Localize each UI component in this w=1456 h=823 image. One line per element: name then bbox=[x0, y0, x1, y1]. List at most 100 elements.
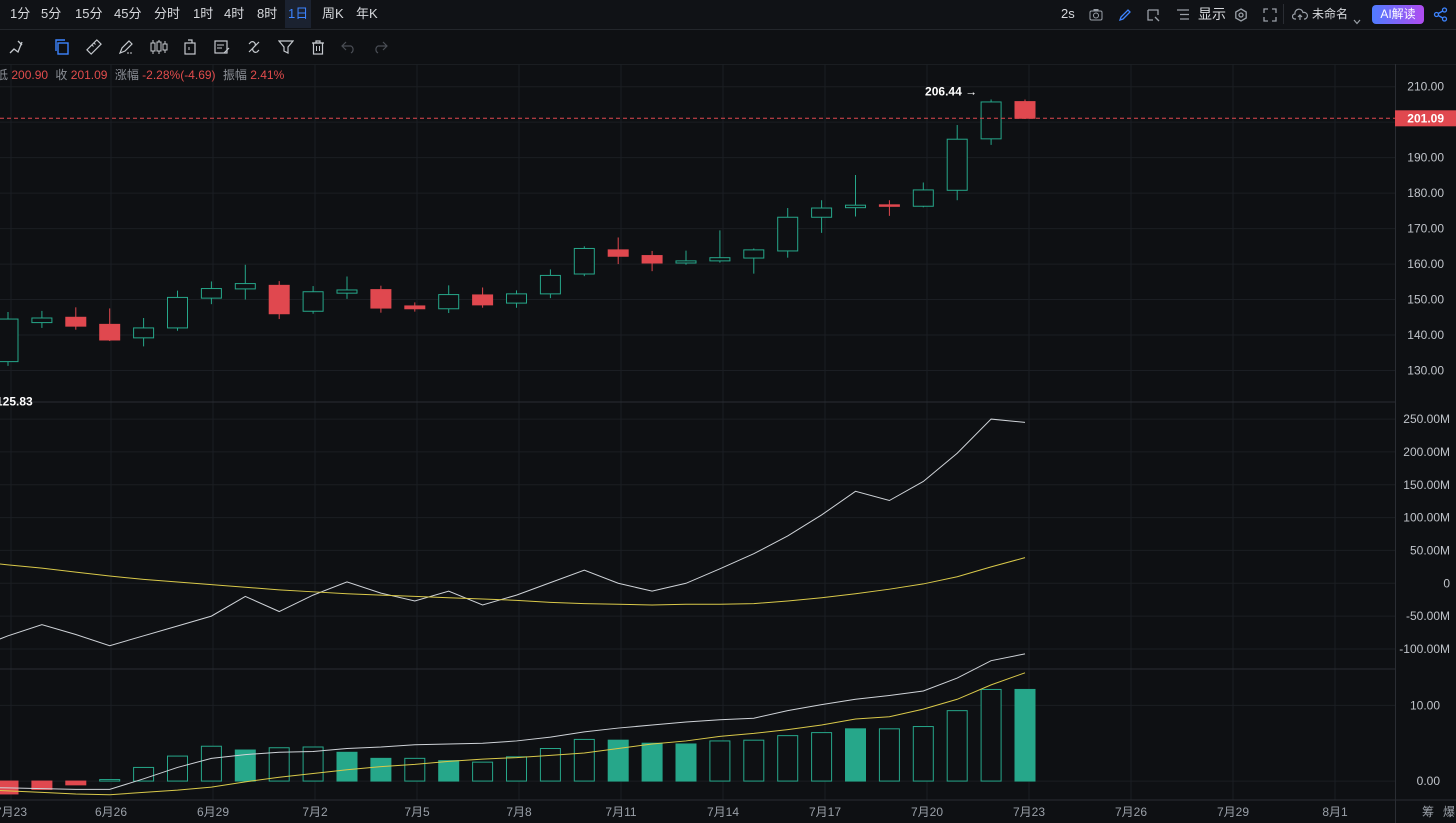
price-tick: 210.00 bbox=[1407, 80, 1444, 94]
indicator1-yellow-line bbox=[0, 557, 1026, 606]
candle-4 bbox=[133, 327, 155, 339]
indicator2-bar-30 bbox=[980, 688, 1002, 782]
drawing-toolbar bbox=[0, 30, 1456, 65]
indicator2-bar-13 bbox=[404, 757, 426, 782]
current-price-tag bbox=[1395, 110, 1456, 127]
indicator2-bar-2 bbox=[31, 780, 53, 790]
low-label: 低 bbox=[0, 68, 9, 82]
settings-icon[interactable] bbox=[1234, 8, 1248, 27]
time-axis-label: 爆 bbox=[1443, 805, 1455, 819]
indicator2-bar-27 bbox=[878, 728, 900, 782]
copy-icon[interactable] bbox=[54, 39, 70, 60]
period-6[interactable]: 4时 bbox=[224, 6, 245, 21]
period-8[interactable]: 1日 bbox=[285, 0, 312, 28]
price-tick: 160.00 bbox=[1407, 257, 1444, 271]
ai-analysis-button[interactable]: AI解读 bbox=[1372, 5, 1424, 24]
indicator2-bar-26 bbox=[845, 728, 866, 782]
indicator2-bar-20 bbox=[641, 742, 663, 782]
period-0[interactable]: 1分 bbox=[10, 6, 31, 21]
time-axis-label: 7月17 bbox=[809, 805, 841, 819]
kline-chart[interactable]: 210.00200.00190.00180.00170.00160.00150.… bbox=[0, 64, 1456, 823]
indicator2-bar-21 bbox=[675, 743, 697, 782]
pen-draw-icon[interactable] bbox=[1118, 8, 1132, 27]
fullscreen-icon[interactable] bbox=[1263, 8, 1277, 27]
indicator2-bar-8 bbox=[234, 749, 256, 782]
candle-12 bbox=[404, 305, 426, 310]
ruler-icon[interactable] bbox=[86, 39, 102, 60]
time-axis-label: 7月29 bbox=[1217, 805, 1249, 819]
display-menu[interactable]: 显示 bbox=[1198, 6, 1226, 22]
trash-icon[interactable] bbox=[310, 39, 326, 60]
chevron-down-icon[interactable] bbox=[1353, 12, 1361, 30]
candle-0 bbox=[0, 318, 19, 363]
close-label: 收 bbox=[55, 68, 68, 82]
indicator2-bar-7 bbox=[200, 745, 222, 782]
indicator2-white-line bbox=[0, 653, 1026, 790]
candle-10 bbox=[336, 289, 358, 294]
share-icon[interactable] bbox=[1433, 7, 1448, 27]
indicator2-bar-18 bbox=[573, 738, 595, 782]
crop-icon[interactable] bbox=[1146, 8, 1160, 27]
indicator2-tick: 0.00 bbox=[1417, 774, 1441, 788]
indicator2-bar-31 bbox=[1014, 688, 1036, 782]
magnet-icon[interactable] bbox=[246, 39, 262, 60]
candle-19 bbox=[641, 255, 663, 264]
candle-17 bbox=[573, 247, 595, 275]
candle-20 bbox=[675, 260, 697, 264]
indicator2-bar-12 bbox=[370, 757, 392, 782]
brush-icon[interactable] bbox=[118, 39, 134, 60]
pattern-icon[interactable] bbox=[214, 39, 230, 60]
time-axis-label: 7月5 bbox=[404, 805, 430, 819]
indicator2-bar-11 bbox=[336, 751, 358, 782]
period-10[interactable]: 年K bbox=[356, 6, 378, 21]
close-value: 201.09 bbox=[70, 68, 108, 82]
divider bbox=[1283, 4, 1284, 24]
time-axis-label: 7月26 bbox=[1115, 805, 1147, 819]
period-1[interactable]: 5分 bbox=[41, 6, 62, 21]
workspace-name[interactable]: 未命名 bbox=[1312, 7, 1349, 21]
candles-icon[interactable] bbox=[150, 39, 168, 60]
period-4[interactable]: 分时 bbox=[154, 6, 181, 21]
filter-icon[interactable] bbox=[277, 39, 295, 60]
price-tick: 140.00 bbox=[1407, 328, 1444, 342]
candle-26 bbox=[878, 204, 900, 207]
candle-18 bbox=[607, 249, 629, 257]
indicator2-bar-19 bbox=[607, 739, 629, 782]
period-7[interactable]: 8时 bbox=[257, 6, 278, 21]
high-annotation: 206.44 → bbox=[925, 84, 977, 98]
price-tick: 130.00 bbox=[1407, 363, 1444, 377]
candle-21 bbox=[709, 257, 731, 262]
time-axis-label: 7月23 bbox=[1013, 805, 1045, 819]
refresh-interval[interactable]: 2s bbox=[1061, 6, 1075, 21]
candle-11 bbox=[370, 289, 392, 309]
period-5[interactable]: 1时 bbox=[193, 6, 214, 21]
candle-23 bbox=[777, 216, 799, 252]
indicator2-bar-3 bbox=[65, 780, 87, 786]
price-tick: 180.00 bbox=[1407, 186, 1444, 200]
indicator2-bar-29 bbox=[946, 710, 968, 782]
redo-icon[interactable] bbox=[372, 40, 388, 59]
period-3[interactable]: 45分 bbox=[114, 6, 142, 21]
amplitude-value: 2.41% bbox=[250, 68, 285, 82]
period-9[interactable]: 周K bbox=[322, 6, 344, 21]
cloud-upload-icon[interactable] bbox=[1291, 8, 1308, 26]
undo-icon[interactable] bbox=[341, 40, 357, 59]
candle-14 bbox=[472, 294, 494, 306]
indicator1-white-line bbox=[0, 418, 1026, 647]
time-axis-label: 7月14 bbox=[707, 805, 739, 819]
candle-28 bbox=[946, 138, 968, 191]
indicator2-bar-9 bbox=[268, 747, 290, 782]
indicator2-bar-5 bbox=[133, 766, 155, 782]
time-axis-label: 7月8 bbox=[506, 805, 532, 819]
indicator2-bar-14 bbox=[438, 760, 460, 782]
period-2[interactable]: 15分 bbox=[75, 6, 103, 21]
indicator2-bar-16 bbox=[506, 756, 527, 782]
delete-box-icon[interactable] bbox=[183, 39, 197, 60]
camera-icon[interactable] bbox=[1089, 8, 1103, 26]
candle-7 bbox=[234, 283, 256, 290]
indicator1-tick: -100.00M bbox=[1399, 642, 1450, 656]
price-tick: 150.00 bbox=[1407, 293, 1444, 307]
list-icon[interactable] bbox=[1176, 8, 1190, 26]
indicator2-bar-4 bbox=[99, 779, 121, 782]
cursor-draw-icon[interactable] bbox=[8, 39, 24, 60]
